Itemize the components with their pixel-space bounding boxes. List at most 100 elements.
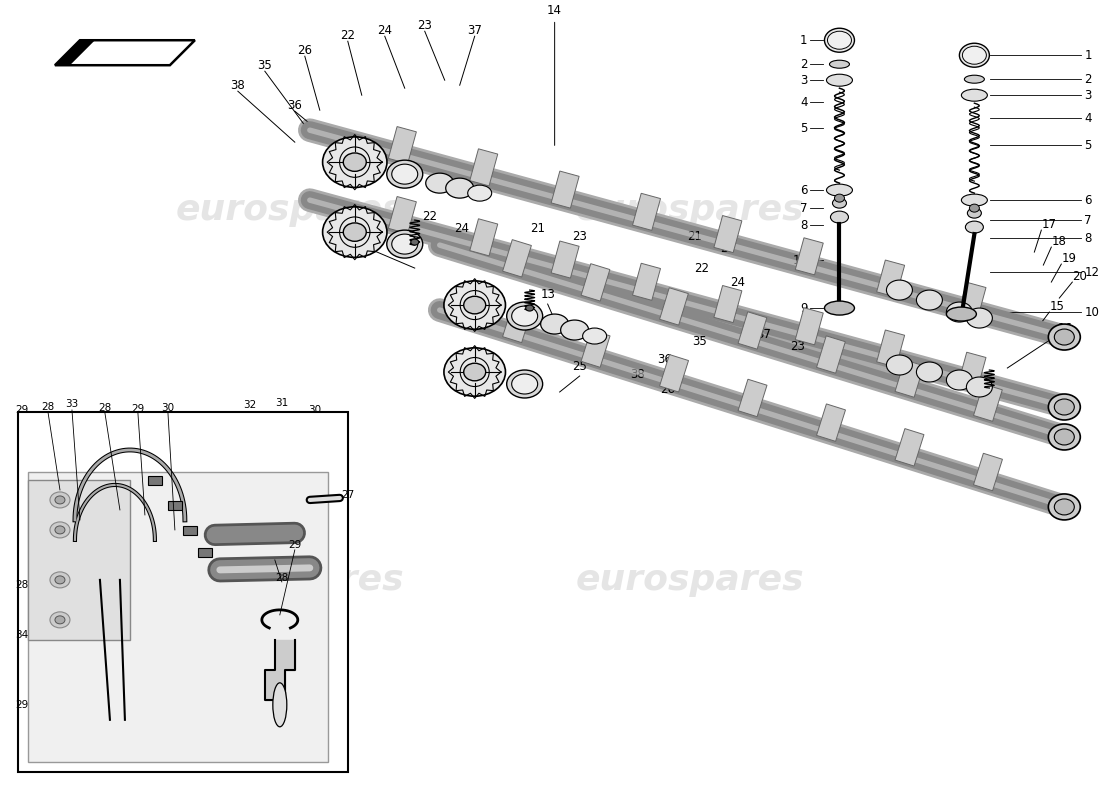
Ellipse shape	[50, 612, 70, 628]
Polygon shape	[632, 194, 660, 230]
Ellipse shape	[561, 320, 588, 340]
Ellipse shape	[55, 616, 65, 624]
Ellipse shape	[961, 194, 988, 206]
Ellipse shape	[426, 173, 453, 193]
Polygon shape	[958, 352, 986, 390]
Ellipse shape	[1054, 329, 1075, 345]
Ellipse shape	[835, 194, 845, 202]
Polygon shape	[660, 288, 689, 325]
Text: 37: 37	[468, 24, 482, 37]
Ellipse shape	[512, 374, 538, 394]
Text: 22: 22	[694, 262, 710, 275]
Ellipse shape	[507, 302, 542, 330]
Text: 8: 8	[1085, 232, 1091, 245]
Text: 22: 22	[340, 29, 355, 42]
Ellipse shape	[50, 572, 70, 588]
Bar	[18, 412, 348, 772]
Polygon shape	[958, 282, 986, 319]
Polygon shape	[660, 354, 689, 392]
Text: 8: 8	[800, 218, 807, 232]
Text: 22: 22	[422, 210, 437, 223]
Ellipse shape	[833, 198, 847, 208]
Polygon shape	[632, 263, 660, 300]
Text: eurospares: eurospares	[176, 563, 404, 597]
Text: 4: 4	[800, 96, 807, 109]
Text: 11: 11	[792, 254, 807, 266]
Text: 3: 3	[1085, 89, 1091, 102]
Text: 26: 26	[297, 44, 312, 57]
Polygon shape	[470, 218, 497, 256]
Text: 2: 2	[1085, 73, 1092, 86]
Text: 19: 19	[1062, 252, 1076, 265]
Ellipse shape	[1048, 494, 1080, 520]
Ellipse shape	[55, 576, 65, 584]
Bar	[147, 476, 162, 485]
Polygon shape	[551, 241, 579, 278]
Text: 28: 28	[98, 403, 111, 413]
Ellipse shape	[322, 207, 387, 258]
Text: 7: 7	[800, 202, 807, 214]
Ellipse shape	[827, 31, 851, 50]
Ellipse shape	[387, 230, 422, 258]
Ellipse shape	[825, 28, 855, 52]
Polygon shape	[895, 429, 924, 466]
Ellipse shape	[887, 355, 912, 375]
Text: 9: 9	[800, 302, 807, 314]
Text: 38: 38	[231, 78, 245, 92]
Polygon shape	[816, 404, 846, 442]
Text: 7: 7	[1085, 214, 1092, 226]
Ellipse shape	[1054, 429, 1075, 445]
Text: 3: 3	[800, 74, 807, 86]
Text: 15: 15	[1049, 300, 1064, 313]
Polygon shape	[974, 454, 1002, 490]
Polygon shape	[470, 149, 497, 186]
Ellipse shape	[826, 74, 852, 86]
Polygon shape	[795, 238, 823, 275]
Text: 29: 29	[288, 540, 301, 550]
Ellipse shape	[965, 75, 985, 83]
Text: 13: 13	[540, 288, 556, 301]
Text: 30: 30	[162, 403, 175, 413]
Ellipse shape	[507, 370, 542, 398]
Ellipse shape	[830, 211, 848, 223]
Bar	[168, 501, 182, 510]
Text: 32: 32	[243, 400, 256, 410]
Text: 36: 36	[657, 353, 672, 366]
Ellipse shape	[969, 204, 979, 212]
Ellipse shape	[387, 160, 422, 188]
Text: 29: 29	[15, 700, 29, 710]
Ellipse shape	[464, 363, 486, 381]
Text: 4: 4	[1085, 112, 1092, 125]
Ellipse shape	[961, 89, 988, 101]
Ellipse shape	[1048, 424, 1080, 450]
Ellipse shape	[392, 234, 418, 254]
Ellipse shape	[962, 46, 987, 64]
Ellipse shape	[966, 221, 983, 233]
Ellipse shape	[392, 164, 418, 184]
Polygon shape	[974, 384, 1002, 422]
Ellipse shape	[967, 308, 992, 328]
Ellipse shape	[55, 526, 65, 534]
Text: 36: 36	[287, 98, 303, 112]
Text: 25: 25	[572, 360, 587, 373]
Text: 12: 12	[1085, 266, 1099, 278]
Text: 31: 31	[275, 398, 288, 408]
Ellipse shape	[916, 362, 943, 382]
Polygon shape	[388, 197, 417, 234]
Text: 16: 16	[1057, 322, 1072, 335]
Ellipse shape	[273, 683, 287, 726]
Text: eurospares: eurospares	[575, 193, 804, 227]
Ellipse shape	[887, 280, 912, 300]
Text: 26: 26	[660, 383, 675, 396]
Polygon shape	[28, 480, 130, 640]
Text: 21: 21	[530, 222, 546, 235]
Polygon shape	[55, 40, 195, 66]
Text: eurospares: eurospares	[176, 193, 404, 227]
Text: 24: 24	[377, 24, 393, 37]
Polygon shape	[738, 312, 767, 349]
Text: 6: 6	[800, 184, 807, 197]
Ellipse shape	[946, 302, 972, 322]
Text: 18: 18	[1052, 235, 1066, 248]
Text: 33: 33	[65, 399, 78, 409]
Text: 27: 27	[341, 490, 354, 500]
